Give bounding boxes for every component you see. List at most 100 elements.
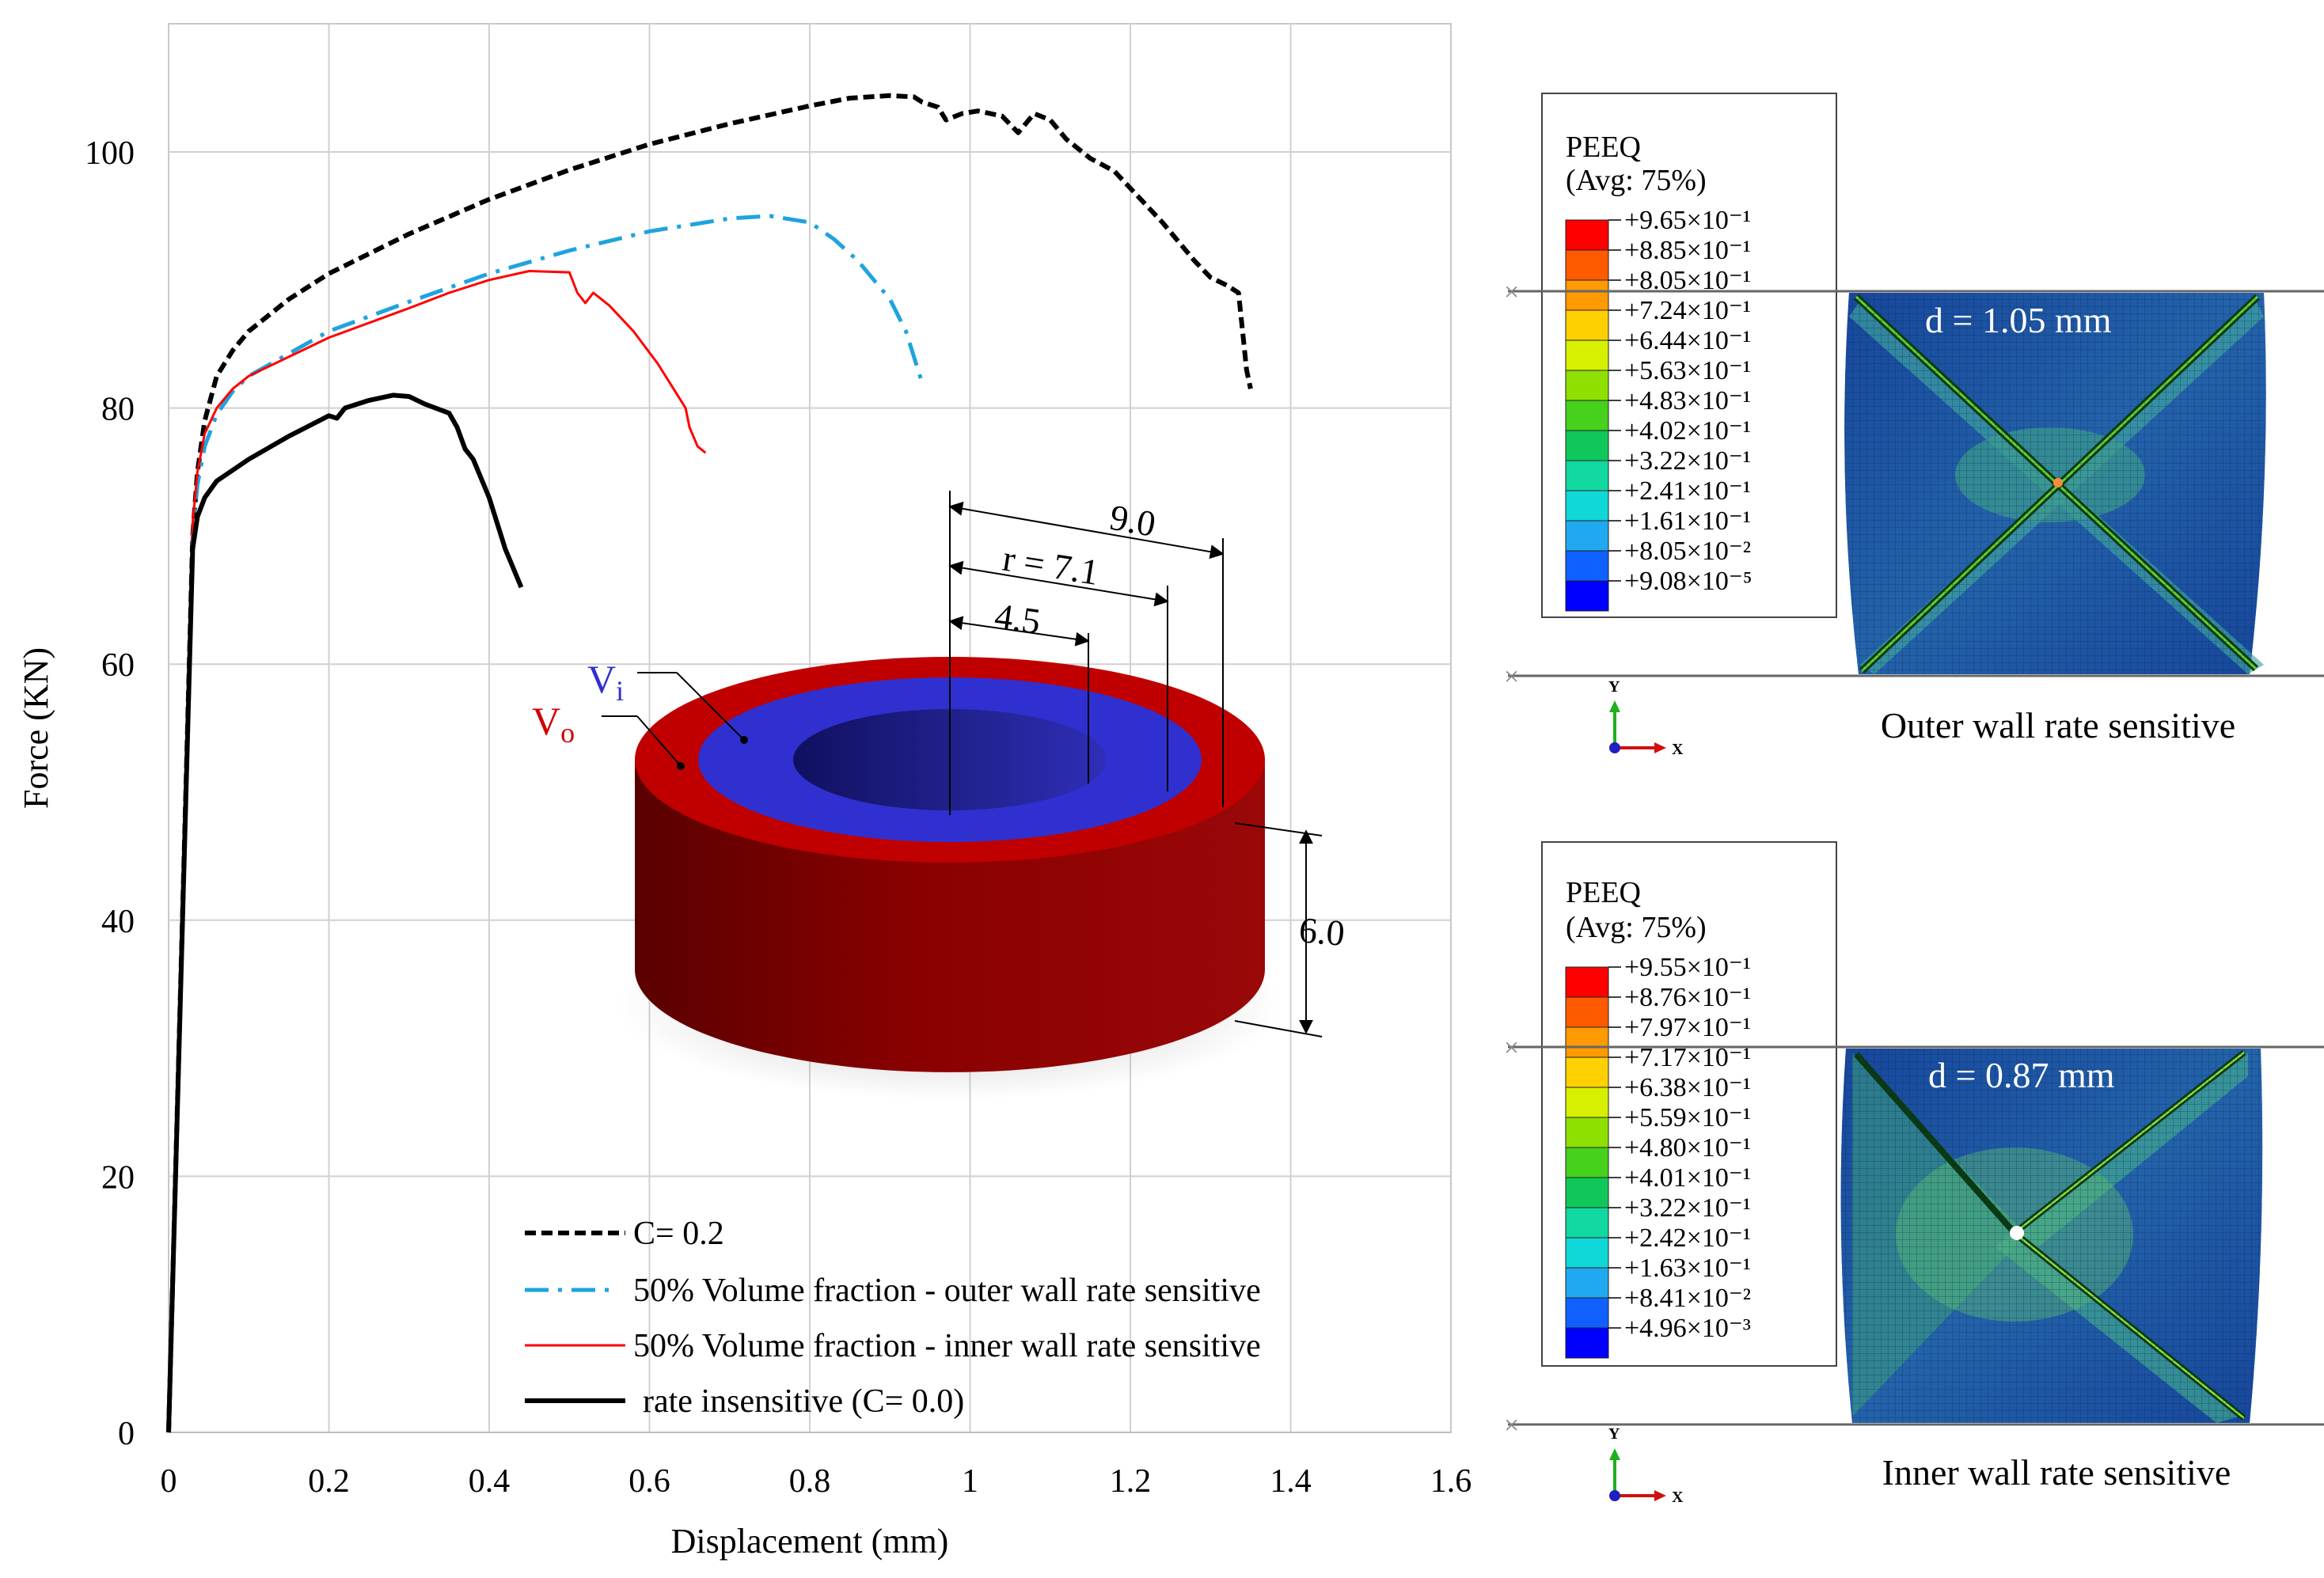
scale-swatch [1565, 339, 1609, 371]
scale-label: +3.22×10⁻¹ [1624, 446, 1751, 476]
color-scale: +9.65×10⁻¹+8.85×10⁻¹+8.05×10⁻¹+7.24×10⁻¹… [1565, 206, 1752, 612]
scale-label: +6.44×10⁻¹ [1624, 326, 1751, 355]
scale-swatch [1565, 520, 1609, 552]
scale-swatch [1565, 1147, 1609, 1178]
specimen-diagram: 9.0 r = 7.1 4.5 6.0 Vi Vo [532, 491, 1346, 1100]
scale-swatch [1565, 370, 1609, 401]
scale-label: +7.24×10⁻¹ [1624, 296, 1751, 325]
contour-panel-outer: PEEQ (Avg: 75%) +9.65×10⁻¹+8.85×10⁻¹+8.0… [1504, 93, 2324, 758]
x-tick-label: 0.4 [469, 1463, 511, 1500]
curve-c00 [166, 393, 524, 1433]
outer-label-dot [677, 762, 685, 770]
y-tick-label: 20 [101, 1159, 135, 1196]
color-scale: +9.55×10⁻¹+8.76×10⁻¹+7.97×10⁻¹+7.17×10⁻¹… [1565, 953, 1751, 1359]
triad-x-label: X [1672, 741, 1684, 758]
scale-label: +9.55×10⁻¹ [1624, 953, 1751, 982]
scale-swatch [1565, 1327, 1609, 1359]
scale-swatch [1565, 996, 1609, 1028]
legend-label-c00: rate insensitive (C= 0.0) [643, 1383, 964, 1420]
y-tick-label: 80 [101, 392, 135, 428]
scale-swatch [1565, 219, 1609, 251]
axis-triad: Y X [1608, 678, 1684, 758]
legend-subtitle: (Avg: 75%) [1566, 164, 1707, 197]
y-tick-label: 40 [101, 904, 135, 940]
x-tick-label: 1 [962, 1463, 978, 1500]
scale-swatch [1565, 1237, 1609, 1269]
platen-mark-bottom: × [1504, 1411, 1519, 1440]
y-tick-label: 0 [118, 1416, 135, 1452]
legend-title: PEEQ [1566, 131, 1641, 164]
scale-label: +8.76×10⁻¹ [1624, 983, 1751, 1012]
x-tick-label: 1.2 [1110, 1463, 1152, 1500]
axis-triad: Y X [1608, 1425, 1684, 1506]
scale-swatch [1565, 249, 1609, 281]
scale-swatch [1565, 1026, 1609, 1058]
triad-y-label: Y [1608, 1425, 1620, 1443]
y-axis-label: Force (KN) [17, 647, 55, 809]
scale-label: +1.63×10⁻¹ [1624, 1254, 1751, 1283]
scale-swatch [1565, 1297, 1609, 1329]
dimension-lines [602, 491, 1323, 1037]
scale-swatch [1565, 1267, 1609, 1299]
scale-swatch [1565, 490, 1609, 522]
x-tick-label: 0.2 [308, 1463, 350, 1500]
scale-label: +8.41×10⁻² [1624, 1284, 1751, 1313]
scale-label: +2.42×10⁻¹ [1624, 1223, 1751, 1253]
legend-label-c02: C= 0.2 [633, 1216, 724, 1252]
contour-panel-inner: PEEQ (Avg: 75%) +9.55×10⁻¹+8.76×10⁻¹+7.9… [1504, 841, 2324, 1506]
dim-9-0: 9.0 [1107, 497, 1158, 544]
curves [166, 93, 1253, 1433]
scale-label: +8.85×10⁻¹ [1624, 236, 1751, 265]
legend-subtitle: (Avg: 75%) [1566, 911, 1707, 944]
triad-y-label: Y [1608, 678, 1620, 696]
legend: C= 0.2 50% Volume fraction - outer wall … [525, 1216, 1261, 1420]
scale-swatch [1565, 279, 1609, 311]
scale-label: +4.83×10⁻¹ [1624, 386, 1751, 415]
legend-label-outer: 50% Volume fraction - outer wall rate se… [633, 1273, 1261, 1309]
scale-swatch [1565, 580, 1609, 612]
scale-swatch [1565, 966, 1609, 998]
scale-label: +4.80×10⁻¹ [1624, 1133, 1751, 1163]
force-displacement-chart: 0 0.2 0.4 0.6 0.8 1 1.2 1.4 1.6 0 20 40 60 80 100 Disp… [17, 23, 1471, 1561]
y-tick-label: 100 [85, 135, 135, 172]
x-axis-label: Displacement (mm) [671, 1522, 949, 1561]
deformed-mesh [1844, 293, 2266, 674]
tick-labels: 0 0.2 0.4 0.6 0.8 1 1.2 1.4 1.6 0 20 40 60 80 100 [85, 135, 1471, 1500]
curve-inner-wall [167, 270, 707, 1433]
scale-label: +9.08×10⁻⁵ [1624, 567, 1752, 596]
y-tick-label: 60 [101, 647, 135, 684]
scale-label: +4.02×10⁻¹ [1624, 416, 1751, 446]
scale-swatch [1565, 400, 1609, 431]
scale-swatch [1565, 1207, 1609, 1239]
scale-label: +4.96×10⁻³ [1624, 1314, 1751, 1343]
inner-label-dot [740, 736, 748, 744]
deflection-annotation: d = 1.05 mm [1925, 300, 2112, 340]
deflection-annotation: d = 0.87 mm [1928, 1055, 2115, 1095]
x-tick-label: 0.6 [628, 1463, 670, 1500]
curve-outer-wall [166, 214, 925, 1433]
x-tick-label: 0.8 [789, 1463, 831, 1500]
scale-label: +6.38×10⁻¹ [1624, 1073, 1751, 1102]
scale-label: +1.61×10⁻¹ [1624, 506, 1751, 536]
panel-title: Inner wall rate sensitive [1882, 1452, 2231, 1493]
scale-swatch [1565, 460, 1609, 491]
dim-4-5: 4.5 [993, 595, 1043, 642]
scale-swatch [1565, 430, 1609, 461]
scale-swatch [1565, 1177, 1609, 1208]
scale-swatch [1565, 309, 1609, 341]
platen-mark-top: × [1504, 278, 1519, 307]
label-vo: Vo [532, 699, 575, 749]
scale-label: +8.05×10⁻² [1624, 537, 1751, 566]
curve-c02 [166, 93, 1253, 1433]
scale-label: +2.41×10⁻¹ [1624, 476, 1751, 506]
dim-6-0: 6.0 [1297, 909, 1346, 954]
platen-mark-top: × [1504, 1034, 1519, 1063]
label-vi: Vi [587, 657, 624, 707]
scale-label: +5.63×10⁻¹ [1624, 356, 1751, 385]
scale-swatch [1565, 1056, 1609, 1088]
legend-title: PEEQ [1566, 876, 1641, 909]
legend-label-inner: 50% Volume fraction - inner wall rate se… [633, 1328, 1261, 1364]
scale-label: +7.97×10⁻¹ [1624, 1013, 1751, 1042]
scale-label: +3.22×10⁻¹ [1624, 1193, 1751, 1223]
